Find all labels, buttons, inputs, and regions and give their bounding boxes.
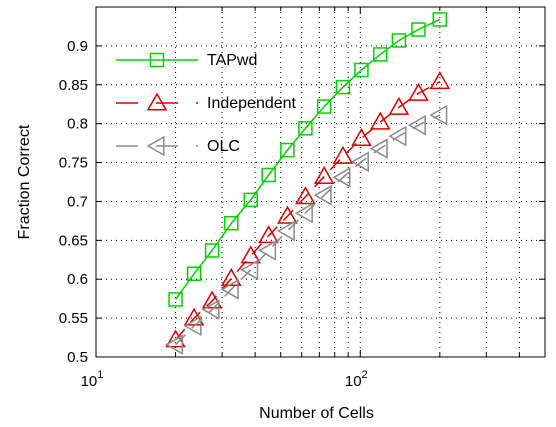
- data-point: [388, 96, 410, 115]
- data-point: [429, 71, 451, 90]
- legend-entry: TAPwd: [116, 52, 257, 69]
- data-point: [224, 215, 239, 231]
- data-point: [168, 292, 183, 307]
- data-point: [294, 202, 313, 224]
- y-tick-label: 0.9: [67, 38, 88, 55]
- data-point: [351, 127, 372, 146]
- data-point: [369, 138, 388, 159]
- data-point: [258, 225, 279, 244]
- y-tick-label: 0.85: [59, 77, 88, 94]
- data-point: [183, 307, 205, 326]
- data-point: [350, 151, 369, 173]
- legend-label: OLC: [207, 138, 240, 155]
- data-point: [313, 184, 332, 206]
- data-point: [261, 167, 276, 183]
- data-point: [295, 186, 316, 205]
- data-point: [258, 240, 277, 261]
- legend-entry: OLC: [116, 135, 240, 157]
- grid: [96, 7, 545, 357]
- series-layer: [165, 12, 451, 355]
- data-point: [183, 315, 202, 337]
- data-point: [407, 114, 426, 136]
- y-tick-label: 0.8: [67, 116, 88, 133]
- x-tick-label: 101: [81, 369, 104, 390]
- y-tick-label: 0.75: [59, 155, 88, 172]
- data-point: [411, 22, 426, 37]
- data-point: [429, 104, 448, 126]
- data-point: [391, 33, 407, 48]
- data-point: [408, 82, 429, 101]
- data-point: [432, 12, 448, 27]
- data-point: [220, 267, 242, 286]
- data-point: [240, 245, 262, 264]
- legend-marker: [146, 135, 165, 157]
- legend-marker: [146, 92, 168, 111]
- data-point: [165, 334, 184, 355]
- data-point: [201, 299, 220, 320]
- series-tapwd: [168, 12, 448, 307]
- data-point: [354, 62, 369, 78]
- data-point: [243, 192, 258, 208]
- y-tick-label: 0.55: [59, 310, 88, 327]
- data-point: [388, 125, 407, 147]
- legend-label: Independent: [207, 95, 297, 112]
- legend-entry: Independent: [116, 92, 297, 112]
- y-tick-label: 0.7: [67, 193, 88, 210]
- data-point: [276, 220, 295, 242]
- x-tick-label: 102: [345, 369, 368, 390]
- data-point: [204, 243, 220, 258]
- legend-label: TAPwd: [207, 52, 257, 69]
- plot-frame: [95, 6, 546, 358]
- data-point: [280, 142, 295, 158]
- data-point: [372, 47, 388, 62]
- data-point: [186, 266, 202, 282]
- y-tick-label: 0.65: [59, 232, 88, 249]
- data-point: [240, 259, 259, 281]
- data-point: [298, 121, 313, 136]
- series-line: [174, 81, 441, 341]
- data-point: [277, 205, 298, 224]
- ticks: 0.5 0.55 0.6 0.65 0.7 0.75 0.8 0.85 0.9 101 102: [59, 7, 546, 390]
- data-point: [369, 111, 391, 130]
- y-tick-label: 0.6: [67, 271, 88, 288]
- series-independent: [165, 71, 451, 348]
- y-axis-title: Fraction Correct: [16, 124, 33, 239]
- x-axis-title: Number of Cells: [259, 405, 374, 422]
- data-point: [201, 290, 223, 309]
- data-point: [332, 167, 351, 188]
- y-tick-label: 0.5: [67, 349, 88, 366]
- data-point: [165, 329, 186, 348]
- legend: TAPwd Independent OLC: [116, 52, 297, 157]
- data-point: [316, 99, 332, 114]
- data-point: [220, 279, 239, 300]
- data-point: [335, 79, 351, 95]
- legend-marker: [149, 52, 165, 68]
- data-point: [332, 145, 354, 164]
- data-point: [313, 166, 335, 185]
- series-olc: [165, 104, 448, 355]
